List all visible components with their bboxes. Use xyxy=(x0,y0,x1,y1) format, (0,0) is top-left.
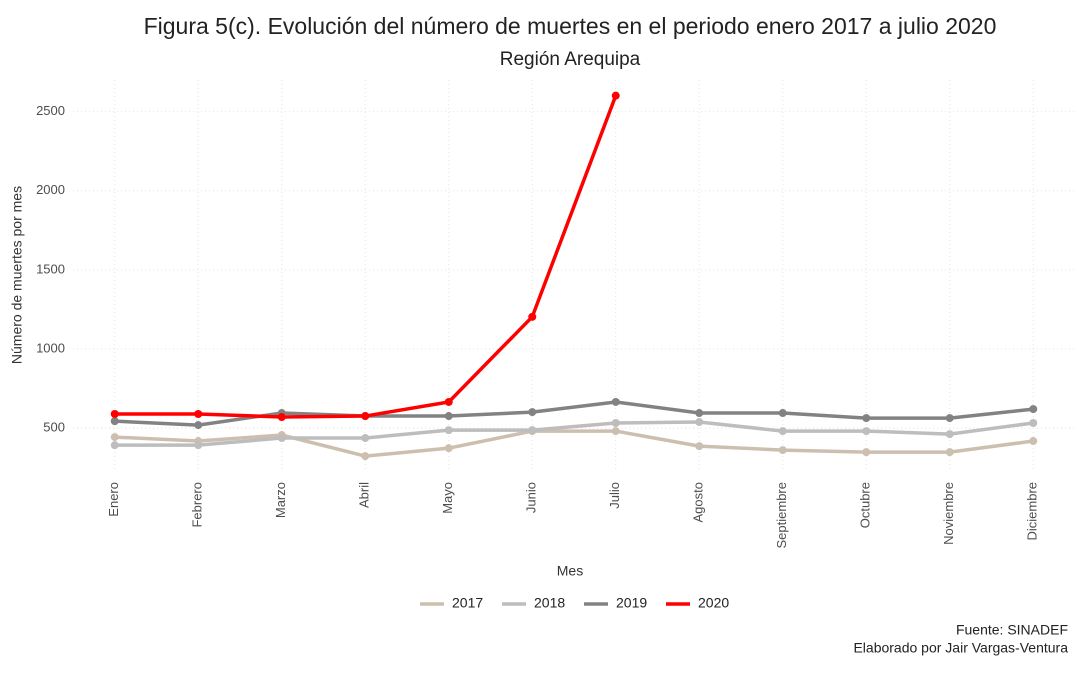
x-tick-label: Febrero xyxy=(190,482,205,528)
chart-subtitle: Región Arequipa xyxy=(500,49,641,70)
legend-label: 2018 xyxy=(534,595,565,611)
point xyxy=(361,412,370,421)
y-tick-label: 500 xyxy=(43,420,65,435)
point xyxy=(110,417,119,426)
series-line xyxy=(114,420,1034,447)
point xyxy=(695,409,704,418)
x-tick-label: Diciembre xyxy=(1025,482,1040,541)
point xyxy=(528,426,537,435)
point xyxy=(862,448,871,457)
caption: Fuente: SINADEF xyxy=(956,622,1068,638)
point xyxy=(444,412,453,421)
y-tick-label: 1500 xyxy=(36,261,65,276)
point xyxy=(862,427,871,436)
point xyxy=(444,397,453,406)
x-tick-label: Enero xyxy=(106,482,121,517)
point xyxy=(945,448,954,457)
x-tick-label: Mayo xyxy=(440,482,455,514)
point xyxy=(194,409,203,418)
point xyxy=(611,91,620,100)
x-axis-label: Mes xyxy=(557,563,583,579)
point xyxy=(444,444,453,453)
y-tick-label: 1000 xyxy=(36,340,65,355)
point xyxy=(778,446,787,455)
y-axis-label: Número de muertes por mes xyxy=(9,186,25,364)
caption: Elaborado por Jair Vargas-Ventura xyxy=(853,640,1068,656)
point xyxy=(361,452,370,461)
x-tick-label: Julio xyxy=(607,482,622,509)
point xyxy=(361,434,370,443)
point xyxy=(862,414,871,423)
point xyxy=(194,421,203,430)
point xyxy=(1029,419,1038,428)
point xyxy=(945,414,954,423)
x-tick-label: Agosto xyxy=(691,482,706,522)
point xyxy=(110,409,119,418)
legend-label: 2020 xyxy=(698,595,729,611)
y-tick-label: 2500 xyxy=(36,103,65,118)
legend-label: 2017 xyxy=(452,595,483,611)
point xyxy=(778,427,787,436)
point xyxy=(194,441,203,450)
point xyxy=(695,442,704,451)
point xyxy=(528,312,537,321)
x-tick-label: Junio xyxy=(524,482,539,513)
y-tick-label: 2000 xyxy=(36,182,65,197)
x-tick-label: Septiembre xyxy=(774,482,789,548)
chart-title: Figura 5(c). Evolución del número de mue… xyxy=(144,13,997,39)
x-tick-label: Octubre xyxy=(858,482,873,528)
point xyxy=(444,426,453,435)
x-tick-label: Noviembre xyxy=(941,482,956,545)
point xyxy=(110,433,119,442)
point xyxy=(611,419,620,428)
point xyxy=(110,441,119,450)
x-tick-label: Abril xyxy=(357,482,372,508)
x-tick-label: Marzo xyxy=(273,482,288,518)
point xyxy=(611,397,620,406)
point xyxy=(695,418,704,427)
point xyxy=(277,412,286,421)
point xyxy=(778,409,787,418)
point xyxy=(277,434,286,443)
point xyxy=(528,408,537,417)
point xyxy=(945,430,954,439)
point xyxy=(1029,405,1038,414)
point xyxy=(611,427,620,436)
point xyxy=(1029,437,1038,446)
series-line xyxy=(114,400,1034,427)
series-line xyxy=(114,429,1034,458)
legend-label: 2019 xyxy=(616,595,647,611)
